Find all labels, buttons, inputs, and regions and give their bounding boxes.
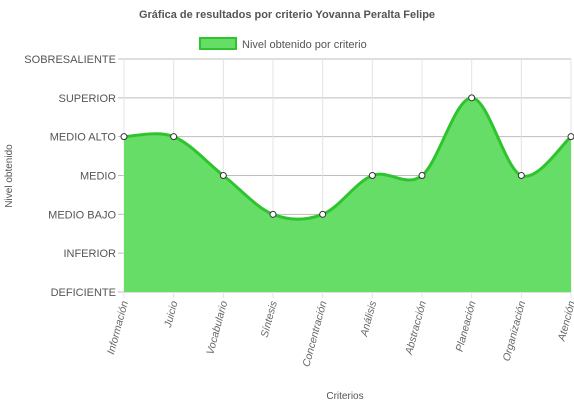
data-point[interactable] <box>368 172 376 179</box>
x-axis-ticks: Información Juicio Vocabulario Síntesis Conc… <box>105 299 574 368</box>
x-tick-label: Síntesis <box>259 299 280 339</box>
data-point[interactable] <box>517 172 525 179</box>
chart-title: Gráfica de resultados por criterio Yovan… <box>139 9 435 21</box>
data-point[interactable] <box>120 133 128 141</box>
legend-label: Nivel obtenido por criterio <box>242 39 367 51</box>
data-point[interactable] <box>170 133 178 141</box>
y-tick-label: SUPERIOR <box>59 93 117 105</box>
y-axis-label: Nivel obtenido <box>4 144 15 208</box>
x-tick-label: Organización <box>501 300 529 363</box>
series-line <box>123 96 573 221</box>
x-tick-label: Información <box>105 300 131 356</box>
x-tick-label: Vocabulario <box>204 300 230 356</box>
data-point[interactable] <box>269 210 277 218</box>
data-point[interactable] <box>319 210 327 218</box>
y-tick-label: MEDIO BAJO <box>48 209 116 221</box>
x-tick-label: Concentración <box>300 300 329 369</box>
x-tick-label: Atención <box>555 300 574 344</box>
x-axis-label: Criterios <box>326 391 363 402</box>
legend[interactable]: Nivel obtenido por criterio <box>199 37 367 51</box>
data-points <box>120 94 574 218</box>
y-tick-label: MEDIO ALTO <box>50 132 117 144</box>
x-tick-label: Análisis <box>358 299 379 339</box>
legend-swatch <box>199 37 237 50</box>
series-area <box>123 96 573 292</box>
y-tick-label: INFERIOR <box>63 248 116 260</box>
data-point[interactable] <box>219 172 227 179</box>
data-point[interactable] <box>468 94 476 102</box>
y-tick-label: SOBRESALIENTE <box>24 54 116 66</box>
y-axis-ticks: DEFICIENTE INFERIOR MEDIO BAJO MEDIO MEDIO A… <box>24 54 116 299</box>
x-tick-label: Abstracción <box>403 300 429 357</box>
data-point[interactable] <box>567 133 574 141</box>
data-point[interactable] <box>418 172 426 179</box>
x-tick-label: Juicio <box>162 300 181 330</box>
x-tick-label: Planeación <box>454 300 479 353</box>
y-tick-label: DEFICIENTE <box>51 287 116 299</box>
y-tick-label: MEDIO <box>80 171 117 183</box>
series-fill <box>124 97 571 292</box>
